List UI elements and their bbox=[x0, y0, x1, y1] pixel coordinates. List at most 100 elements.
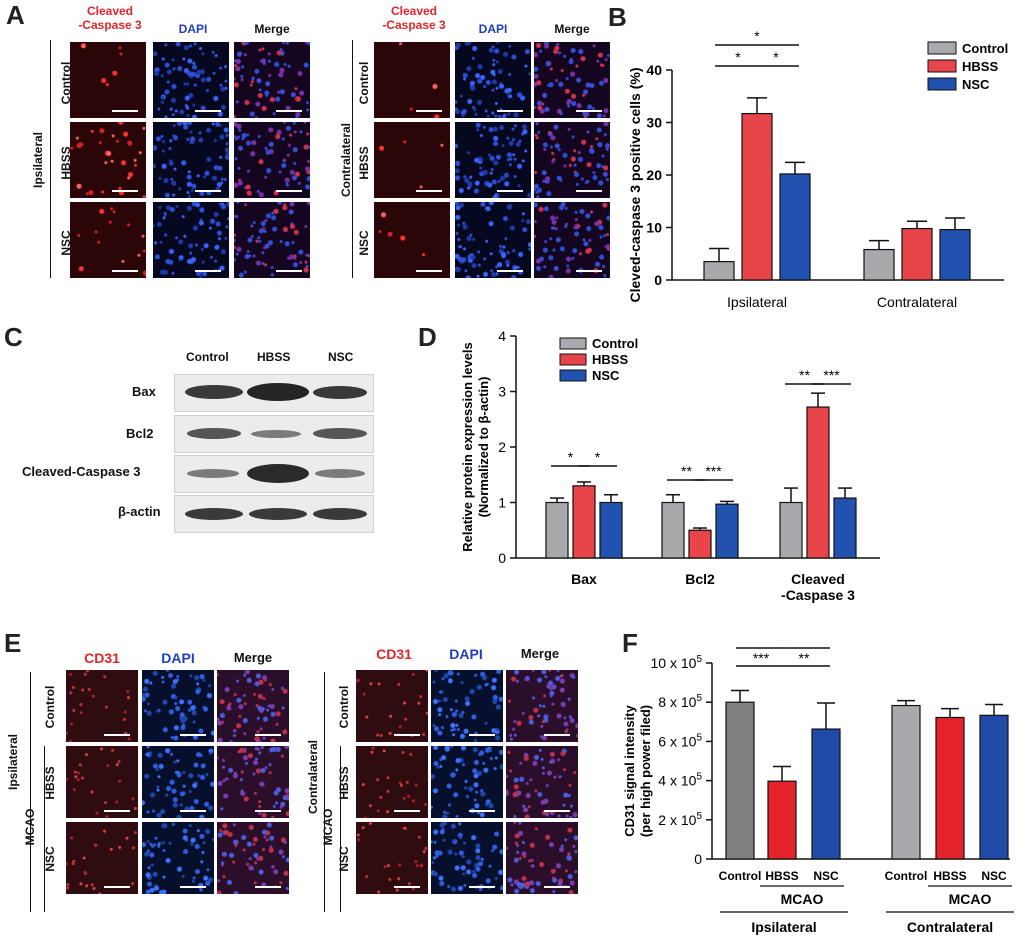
bar-control bbox=[703, 261, 735, 281]
bar-hbss bbox=[572, 485, 596, 559]
scale-bar bbox=[544, 810, 570, 812]
scale-bar bbox=[195, 270, 221, 272]
y-tick-label: 0 bbox=[694, 851, 702, 867]
micrograph-dapi bbox=[142, 746, 214, 818]
bar-nsc bbox=[833, 497, 857, 559]
scale-bar bbox=[195, 110, 221, 112]
micrograph-merge bbox=[234, 202, 310, 278]
legend-label-nsc: NSC bbox=[592, 368, 620, 383]
y-tick-label: 4 bbox=[498, 328, 506, 344]
scale-bar bbox=[576, 190, 602, 192]
panel-letter-b: B bbox=[608, 2, 627, 32]
scale-bar bbox=[104, 886, 130, 888]
legend-swatch-nsc bbox=[559, 369, 587, 382]
header-dapi-contra: DAPI bbox=[478, 22, 508, 36]
bar-control bbox=[545, 501, 569, 559]
band bbox=[313, 428, 367, 439]
micrograph-merge bbox=[506, 670, 578, 742]
y-tick-label: 2 x 105 bbox=[658, 811, 702, 828]
bar-hbss bbox=[806, 406, 830, 559]
header-merge-contra: Merge bbox=[554, 22, 590, 36]
micrograph-merge bbox=[506, 746, 578, 818]
row-label-hbss: HBSS bbox=[43, 766, 57, 800]
scale-bar bbox=[276, 190, 302, 192]
scale-bar bbox=[576, 110, 602, 112]
significance-label: * bbox=[754, 28, 760, 44]
scale-bar bbox=[276, 110, 302, 112]
scale-bar bbox=[497, 110, 523, 112]
scale-bar bbox=[394, 810, 420, 812]
header-merge-contra: Merge bbox=[520, 646, 560, 661]
scale-bar bbox=[112, 270, 138, 272]
header-cleaved-line1: Cleaved bbox=[390, 4, 438, 18]
scale-bar bbox=[112, 190, 138, 192]
micrograph-dapi bbox=[142, 670, 214, 742]
micrograph-merge bbox=[217, 822, 289, 894]
legend-label-nsc: NSC bbox=[962, 77, 990, 92]
divider-line bbox=[352, 40, 353, 278]
scale-bar bbox=[416, 190, 442, 192]
legend-label-control: Control bbox=[962, 41, 1008, 56]
header-cleaved-line1: Cleaved bbox=[86, 4, 134, 18]
micrograph-dapi bbox=[455, 42, 531, 118]
row-label-control: Control bbox=[357, 61, 371, 105]
band bbox=[247, 464, 309, 483]
significance-label: * bbox=[735, 49, 741, 65]
band bbox=[251, 430, 301, 438]
panel-letter-a: A bbox=[6, 0, 25, 30]
y-axis-label-line1: CD31 signal intensity bbox=[622, 704, 637, 836]
significance-label: ** bbox=[799, 650, 810, 666]
micrograph-dapi bbox=[142, 822, 214, 894]
side-label-ipsilateral: Ipsilateral bbox=[6, 733, 20, 791]
micrograph-merge bbox=[534, 42, 610, 118]
header-cleaved-line2: -Caspase 3 bbox=[78, 18, 142, 32]
header-cleaved-caspase3-contra: Cleaved -Caspase 3 bbox=[374, 4, 454, 32]
legend-swatch-control bbox=[927, 41, 957, 55]
header-merge-ipsi: Merge bbox=[254, 22, 290, 36]
bar-nsc bbox=[779, 173, 811, 281]
bar-hbss bbox=[688, 529, 712, 559]
scale-bar bbox=[394, 886, 420, 888]
row-label-nsc: NSC bbox=[43, 846, 57, 872]
wb-strip-bcl2 bbox=[174, 415, 374, 453]
header-cd31-ipsi: CD31 bbox=[84, 650, 120, 666]
band bbox=[315, 469, 365, 478]
row-label-hbss: HBSS bbox=[357, 146, 371, 180]
x-category-label: Control bbox=[885, 869, 928, 883]
legend-swatch-hbss bbox=[927, 59, 957, 73]
y-tick-exponent: 5 bbox=[696, 732, 702, 743]
scale-bar bbox=[416, 270, 442, 272]
micrograph-merge bbox=[234, 42, 310, 118]
band bbox=[249, 508, 307, 520]
micrograph-dapi bbox=[455, 202, 531, 278]
y-tick-label: 4 x 105 bbox=[658, 772, 702, 789]
micrograph-caspase3 bbox=[374, 122, 450, 198]
micrograph-merge bbox=[534, 202, 610, 278]
bar-control bbox=[661, 501, 685, 559]
bar-nsc bbox=[811, 728, 841, 860]
y-tick-exponent: 5 bbox=[696, 693, 702, 704]
bar-hbss bbox=[935, 716, 965, 860]
legend-label-control: Control bbox=[592, 336, 638, 351]
x-category-label: NSC bbox=[981, 869, 1007, 883]
significance-label: *** bbox=[823, 367, 840, 383]
scale-bar bbox=[544, 734, 570, 736]
significance-label: ** bbox=[799, 367, 810, 383]
y-axis-label: Cleved-caspase 3 positive cells (%) bbox=[627, 68, 643, 303]
y-tick-label: 3 bbox=[498, 384, 506, 400]
side-label-contralateral: Contralateral bbox=[339, 122, 353, 198]
y-tick-label: 1 bbox=[498, 495, 506, 511]
wb-row-bcl2: Bcl2 bbox=[126, 426, 154, 441]
scale-bar bbox=[416, 110, 442, 112]
micrograph-caspase3 bbox=[70, 202, 146, 278]
micrograph-merge bbox=[534, 122, 610, 198]
side-label-contralateral: Contralateral bbox=[306, 739, 320, 815]
y-tick-mantissa: 4 x 10 bbox=[658, 773, 696, 789]
wb-row-cleaved-caspase3: Cleaved-Caspase 3 bbox=[22, 464, 141, 479]
x-category-label: HBSS bbox=[765, 869, 798, 883]
scale-bar bbox=[112, 110, 138, 112]
scale-bar bbox=[180, 886, 206, 888]
bar-hbss bbox=[741, 112, 773, 281]
y-tick-label: 10 bbox=[646, 220, 662, 236]
significance-label: ** bbox=[681, 463, 692, 479]
